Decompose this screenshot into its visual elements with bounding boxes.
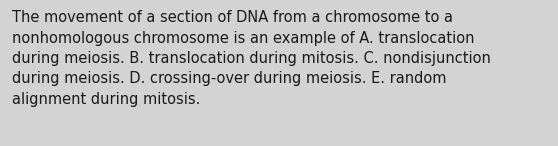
Text: The movement of a section of DNA from a chromosome to a
nonhomologous chromosome: The movement of a section of DNA from a … xyxy=(12,10,491,107)
